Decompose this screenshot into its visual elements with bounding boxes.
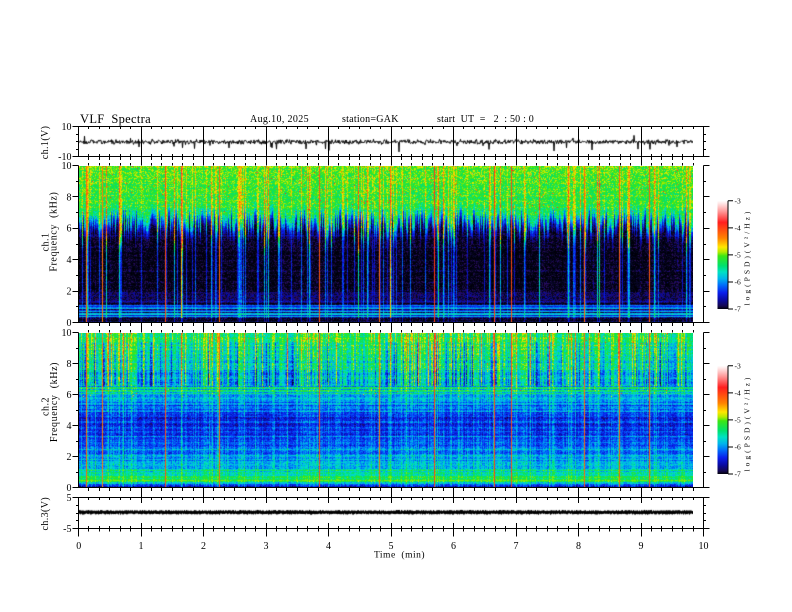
svg-text:8: 8 — [67, 359, 72, 370]
svg-text:8: 8 — [576, 541, 581, 552]
svg-text:10: 10 — [62, 122, 72, 133]
svg-text:-5: -5 — [735, 251, 741, 260]
svg-text:4: 4 — [326, 541, 331, 552]
svg-text:6: 6 — [67, 224, 72, 235]
svg-text:7: 7 — [514, 541, 519, 552]
svg-text:log(PSD)(V²/Hz): log(PSD)(V²/Hz) — [743, 209, 752, 306]
svg-text:ch.1: ch.1 — [40, 233, 51, 252]
svg-text:0: 0 — [67, 318, 72, 329]
svg-text:6: 6 — [67, 390, 72, 401]
svg-text:ch.1(V): ch.1(V) — [40, 126, 51, 160]
svg-text:0: 0 — [67, 483, 72, 494]
svg-text:10: 10 — [62, 161, 72, 172]
svg-text:2: 2 — [201, 541, 206, 552]
svg-text:-4: -4 — [735, 388, 741, 397]
svg-text:ch.3(V): ch.3(V) — [40, 497, 51, 531]
svg-text:2: 2 — [67, 452, 72, 463]
svg-text:10: 10 — [62, 328, 72, 339]
svg-text:4: 4 — [67, 421, 72, 432]
svg-text:Time (min): Time (min) — [374, 550, 425, 561]
svg-text:3: 3 — [264, 541, 269, 552]
svg-text:-7: -7 — [735, 470, 741, 479]
svg-text:10: 10 — [699, 541, 709, 552]
svg-text:8: 8 — [67, 192, 72, 203]
svg-text:0: 0 — [76, 541, 81, 552]
svg-text:-4: -4 — [735, 223, 741, 232]
svg-text:-3: -3 — [735, 196, 741, 205]
svg-text:9: 9 — [639, 541, 644, 552]
svg-text:log(PSD)(V²/Hz): log(PSD)(V²/Hz) — [743, 375, 752, 472]
svg-text:-5: -5 — [63, 524, 71, 535]
svg-text:-5: -5 — [735, 416, 741, 425]
svg-text:ch.2: ch.2 — [41, 397, 52, 416]
svg-text:5: 5 — [389, 541, 394, 552]
svg-text:1: 1 — [139, 541, 144, 552]
svg-text:Frequency (kHz): Frequency (kHz) — [49, 362, 60, 442]
svg-text:-6: -6 — [735, 278, 741, 287]
svg-text:-10: -10 — [58, 152, 71, 163]
svg-text:2: 2 — [67, 287, 72, 298]
svg-text:-6: -6 — [735, 443, 741, 452]
svg-text:5: 5 — [67, 493, 72, 504]
svg-text:4: 4 — [67, 255, 72, 266]
svg-text:-3: -3 — [735, 361, 741, 370]
svg-text:Frequency (kHz): Frequency (kHz) — [49, 192, 60, 272]
svg-text:6: 6 — [451, 541, 456, 552]
svg-text:-7: -7 — [735, 305, 741, 314]
